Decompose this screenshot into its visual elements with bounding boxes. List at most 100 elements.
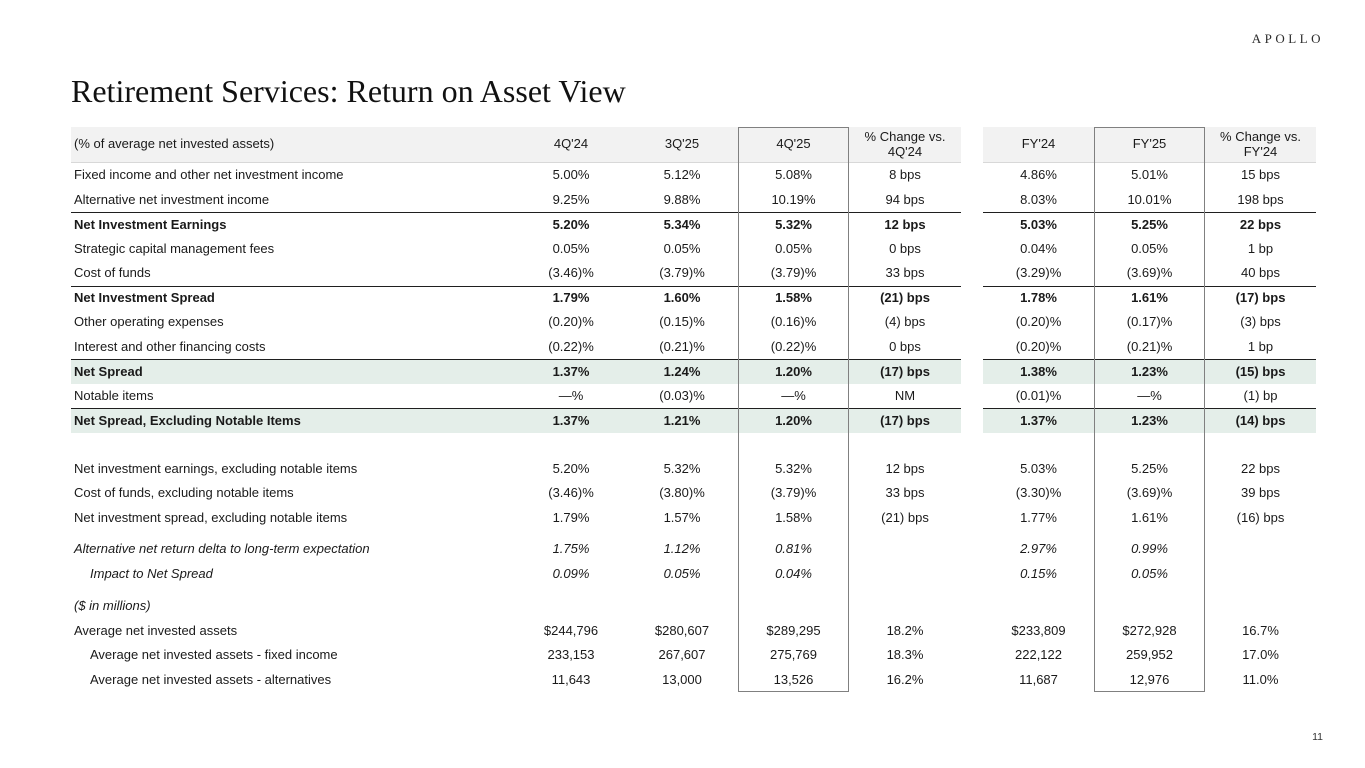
value-cell-4q24 (516, 594, 626, 619)
table-row: Interest and other financing costs (0.22… (71, 335, 1316, 360)
value-cell-3q25: 0.05% (663, 565, 701, 581)
value-cell-chg-q: NM (894, 387, 916, 403)
value-cell-3q25: 5.32% (663, 460, 701, 476)
value-cell-chg-q: 33 bps (885, 265, 925, 281)
table-row: Cost of funds, excluding notable items (… (71, 481, 1316, 506)
value-cell-fy24: 1.37% (983, 408, 1094, 433)
value-cell-4q24: 0.05% (552, 240, 590, 256)
row-label-cell: Other operating expenses (74, 314, 224, 330)
header-col-chg-q: % Change vs. 4Q'24 (849, 127, 961, 163)
value-cell-chg-q (849, 562, 961, 587)
gap-cell (961, 212, 983, 237)
value-cell-3q25: 1.57% (663, 509, 701, 525)
value-cell-chg-fy: 16.7% (1242, 622, 1279, 638)
value-cell-3q25: 9.88% (663, 191, 701, 207)
gap-cell (961, 594, 983, 619)
value-cell-fy24: (0.20)% (1015, 314, 1062, 330)
table-row: Fixed income and other net investment in… (71, 163, 1316, 188)
value-cell-3q25 (626, 594, 738, 619)
value-cell-fy25: (3.69)% (1126, 485, 1173, 501)
row-label-cell: Notable items (74, 387, 154, 403)
row-label-cell: Cost of funds, excluding notable items (74, 485, 294, 501)
gap-cell (961, 506, 983, 531)
gap-cell (961, 335, 983, 360)
header-gap-cell (961, 127, 983, 163)
row-label-cell: Average net invested assets - fixed inco… (90, 647, 338, 663)
value-cell-chg-fy: 11.0% (1242, 671, 1279, 687)
table-row: Alternative net return delta to long-ter… (71, 537, 1316, 562)
header-col-4q24: 4Q'24 (516, 127, 626, 163)
row-label-cell: ($ in millions) (74, 598, 151, 614)
value-cell-chg-q: 12 bps (849, 212, 961, 237)
value-cell-chg-q (849, 594, 961, 619)
gap-cell (961, 261, 983, 286)
value-cell-fy25: 10.01% (1127, 191, 1172, 207)
gap-cell (961, 384, 983, 409)
gap-cell (961, 359, 983, 384)
value-cell-fy25: 0.05% (1131, 565, 1168, 581)
gap-cell (961, 408, 983, 433)
value-cell-4q25: 1.58% (738, 285, 849, 311)
header-col-chg-fy: % Change vs. FY'24 (1205, 127, 1316, 163)
page-title: Retirement Services: Return on Asset Vie… (71, 73, 626, 110)
value-cell-chg-q: (21) bps (881, 509, 929, 525)
value-cell-chg-q: (21) bps (849, 285, 961, 311)
value-cell-fy25: 1.61% (1131, 509, 1168, 525)
value-cell-fy25: (0.21)% (1126, 338, 1173, 354)
value-cell-4q25: 10.19% (771, 191, 816, 207)
value-cell-fy25: 1.61% (1094, 285, 1205, 311)
value-cell-4q24: 1.75% (552, 541, 590, 557)
value-cell-chg-fy: 22 bps (1205, 212, 1316, 237)
value-cell-fy24: $233,809 (1011, 622, 1066, 638)
value-cell-4q24: —% (558, 387, 584, 403)
value-cell-chg-q: 94 bps (885, 191, 925, 207)
value-cell-fy24: (3.30)% (1015, 485, 1062, 501)
gap-cell (961, 188, 983, 213)
value-cell-chg-q: (4) bps (884, 314, 926, 330)
value-cell-fy24: 0.15% (1020, 565, 1057, 581)
value-cell-chg-fy: 1 bp (1247, 240, 1274, 256)
table-row: Net Spread, Excluding Notable Items 1.37… (71, 408, 1316, 433)
gap-cell (961, 481, 983, 506)
value-cell-fy25: —% (1137, 387, 1162, 403)
value-cell-chg-fy: (17) bps (1205, 285, 1316, 311)
value-cell-chg-fy: 39 bps (1240, 485, 1281, 501)
value-cell-4q25: 1.20% (738, 359, 849, 384)
row-label-cell: Alternative net investment income (74, 191, 270, 207)
table-row: Average net invested assets - fixed inco… (71, 643, 1316, 668)
value-cell-fy24: 4.86% (1020, 167, 1057, 183)
value-cell-3q25: 5.12% (663, 167, 701, 183)
value-cell-4q24: (0.20)% (548, 314, 594, 330)
gap-cell (961, 537, 983, 562)
value-cell-4q24: (3.46)% (548, 485, 594, 501)
value-cell-chg-fy: 22 bps (1240, 460, 1281, 476)
value-cell-4q24: 5.00% (552, 167, 590, 183)
value-cell-fy24: (3.29)% (1015, 265, 1062, 281)
gap-cell (961, 643, 983, 668)
row-label-cell: Average net invested assets - alternativ… (90, 671, 332, 687)
value-cell-4q24: 5.20% (516, 212, 626, 237)
table-row: Notable items —% (0.03)% —% NM (0.01)% —… (71, 384, 1316, 409)
header-col-fy25: FY'25 (1094, 127, 1205, 163)
value-cell-4q24: $244,796 (543, 622, 599, 638)
value-cell-3q25: (3.80)% (659, 485, 705, 501)
value-cell-chg-q: (17) bps (849, 359, 961, 384)
row-label-cell: Cost of funds (74, 265, 151, 281)
value-cell-3q25: 5.34% (626, 212, 738, 237)
table-body: Fixed income and other net investment in… (71, 163, 1316, 692)
value-cell-3q25: 1.12% (663, 541, 701, 557)
value-cell-fy24: 0.04% (1020, 240, 1057, 256)
value-cell-3q25: 0.05% (663, 240, 701, 256)
spacer-row (71, 586, 1316, 594)
value-cell-4q25: 275,769 (770, 647, 817, 663)
value-cell-3q25: 13,000 (662, 671, 702, 687)
financial-table: (% of average net invested assets) 4Q'24… (71, 127, 1316, 692)
row-label-cell: Fixed income and other net investment in… (74, 167, 344, 183)
value-cell-4q25: (0.22)% (770, 338, 817, 354)
value-cell-chg-q: 12 bps (885, 460, 925, 476)
value-cell-fy24: 222,122 (1015, 647, 1062, 663)
value-cell-4q25: 13,526 (773, 671, 814, 687)
table-row: Net Spread 1.37% 1.24% 1.20% (17) bps 1.… (71, 359, 1316, 384)
value-cell-chg-fy: (1) bp (1243, 387, 1278, 403)
